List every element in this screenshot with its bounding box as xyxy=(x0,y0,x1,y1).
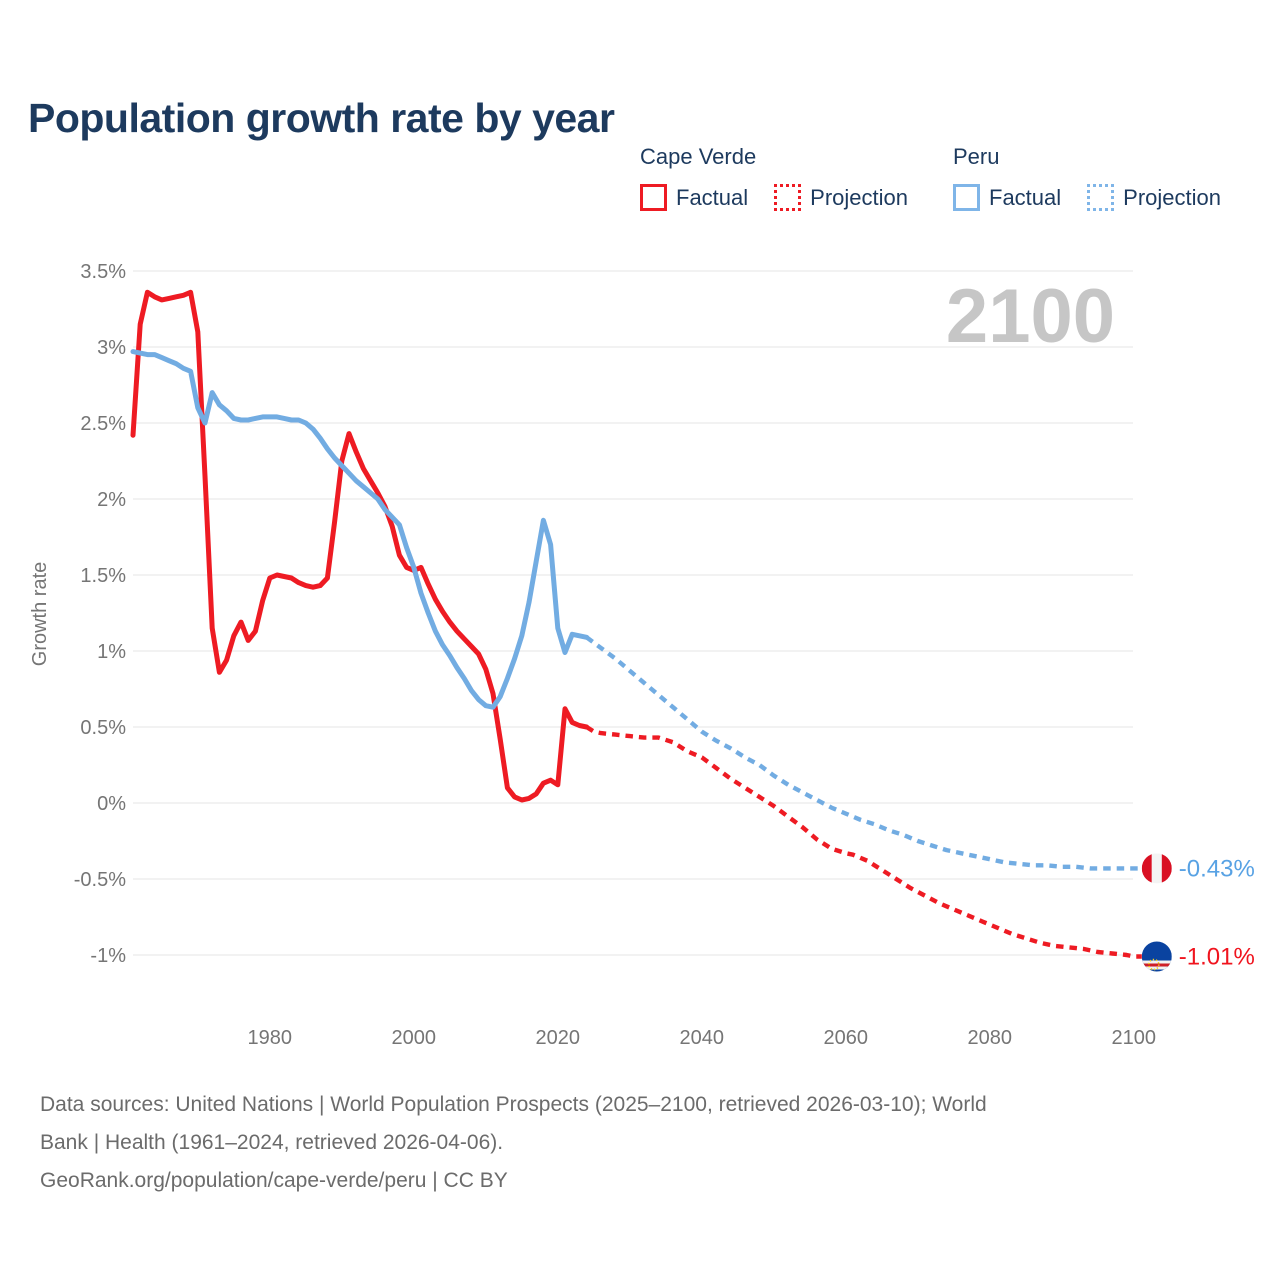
legend-cape-verde-factual[interactable]: Factual xyxy=(640,184,748,211)
legend-peru-factual[interactable]: Factual xyxy=(953,184,1061,211)
peru-end-value-label: -0.43% xyxy=(1179,855,1255,882)
cape-verde-factual-swatch-icon xyxy=(640,184,667,211)
peru-projection-line[interactable] xyxy=(585,635,1142,871)
legend-peru-projection[interactable]: Projection xyxy=(1087,184,1221,211)
source-note: Data sources: United Nations | World Pop… xyxy=(40,1086,1230,1200)
y-tick-label: 3.5% xyxy=(80,261,126,283)
y-tick-label: 3% xyxy=(97,337,126,359)
legend-label: Factual xyxy=(989,184,1062,210)
y-tick-label: -0.5% xyxy=(74,869,126,891)
peru-factual-swatch-icon xyxy=(953,184,980,211)
x-tick-label: 2040 xyxy=(680,1027,725,1049)
cape-verde-end-value-label: -1.01% xyxy=(1179,944,1255,971)
source-line-2: Bank | Health (1961–2024, retrieved 2026… xyxy=(40,1131,504,1154)
y-axis-title: Growth rate xyxy=(29,562,51,666)
legend-group-cape-verde: Cape Verde Factual Projection xyxy=(640,144,934,211)
year-watermark: 2100 xyxy=(946,274,1115,359)
y-tick-label: 1% xyxy=(97,641,126,663)
x-tick-label: 2020 xyxy=(536,1027,581,1049)
peru-projection-swatch-icon xyxy=(1087,184,1115,211)
cape-verde-projection-line[interactable] xyxy=(585,725,1142,959)
cape-verde-projection-swatch-icon xyxy=(774,184,802,211)
y-tick-label: 0% xyxy=(97,793,126,815)
y-tick-label: 1.5% xyxy=(80,565,126,587)
legend-country-peru: Peru xyxy=(953,144,1000,169)
x-tick-label: 2000 xyxy=(392,1027,437,1049)
cape-verde-factual-line[interactable] xyxy=(130,289,590,803)
legend-group-peru: Peru Factual Projection xyxy=(953,144,1247,211)
legend-cape-verde-projection[interactable]: Projection xyxy=(774,184,908,211)
x-tick-label: 1980 xyxy=(248,1027,293,1049)
peru-factual-line[interactable] xyxy=(130,349,590,710)
y-tick-label: 2.5% xyxy=(80,413,126,435)
legend-label: Projection xyxy=(1123,184,1221,210)
legend-label: Projection xyxy=(810,184,908,210)
x-tick-label: 2100 xyxy=(1112,1027,1157,1049)
y-tick-label: 0.5% xyxy=(80,717,126,739)
cape-verde-flag-icon[interactable] xyxy=(1141,941,1172,972)
y-tick-label: -1% xyxy=(90,945,126,967)
y-tick-label: 2% xyxy=(97,489,126,511)
peru-flag-icon[interactable] xyxy=(1141,853,1172,884)
x-tick-label: 2080 xyxy=(968,1027,1013,1049)
source-link[interactable]: GeoRank.org/population/cape-verde/peru |… xyxy=(40,1169,508,1192)
legend-label: Factual xyxy=(676,184,749,210)
legend-country-cape-verde: Cape Verde xyxy=(640,144,757,169)
page-title: Population growth rate by year xyxy=(28,95,615,142)
source-line-1: Data sources: United Nations | World Pop… xyxy=(40,1093,987,1116)
x-tick-label: 2060 xyxy=(824,1027,869,1049)
